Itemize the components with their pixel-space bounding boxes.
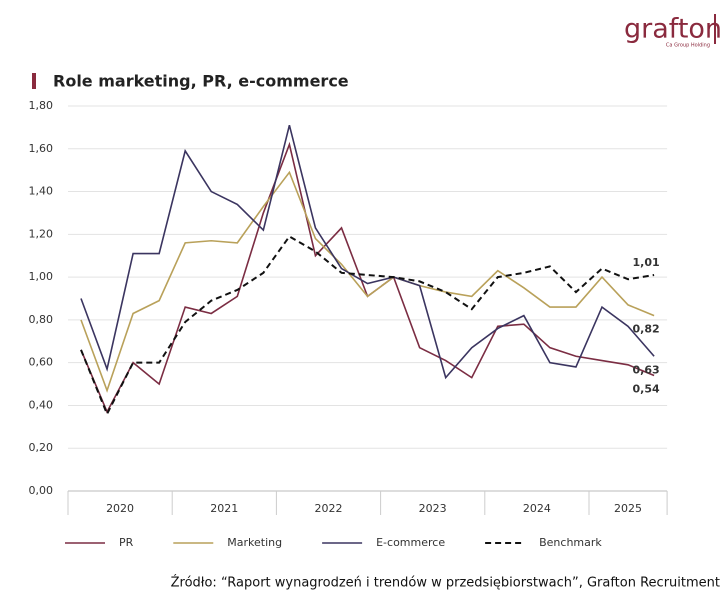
legend-label: E-commerce: [376, 536, 445, 549]
y-tick-label: 1,60: [29, 142, 54, 155]
x-tick-label: 2021: [210, 502, 238, 515]
source: Źródło: “Raport wynagrodzeń i trendów w …: [171, 575, 720, 591]
x-tick-label: 2023: [419, 502, 447, 515]
y-tick-label: 1,40: [29, 185, 54, 198]
x-tick-label: 2022: [314, 502, 342, 515]
y-tick-label: 0,60: [29, 356, 54, 369]
series-line: [80, 141, 655, 414]
y-tick-label: 0,80: [29, 313, 54, 326]
series-line: [80, 170, 655, 393]
legend-label: PR: [119, 536, 134, 549]
value-label: 1,01: [633, 256, 660, 269]
x-tick-label: 2020: [106, 502, 134, 515]
logo-tagline: Ca Group Holding: [666, 43, 710, 49]
x-tick-label: 2024: [523, 502, 551, 515]
value-label: 0,82: [633, 323, 660, 336]
series-line: [80, 125, 655, 380]
y-tick-label: 0,00: [29, 484, 54, 497]
y-tick-label: 0,20: [29, 441, 54, 454]
chart-title: Role marketing, PR, e-commerce: [53, 72, 349, 91]
value-label: 0,63: [633, 363, 660, 376]
y-tick-label: 0,40: [29, 398, 54, 411]
logo-bar: [714, 14, 716, 44]
title-marker: [32, 73, 36, 89]
legend-label: Marketing: [227, 536, 282, 549]
x-tick-label: 2025: [614, 502, 642, 515]
legend-label: Benchmark: [539, 536, 602, 549]
y-tick-label: 1,20: [29, 227, 54, 240]
value-label: 0,54: [633, 383, 660, 396]
y-tick-label: 1,00: [29, 270, 54, 283]
y-tick-label: 1,80: [29, 99, 54, 112]
logo: grafton: [624, 14, 722, 45]
series-line: [80, 235, 655, 417]
